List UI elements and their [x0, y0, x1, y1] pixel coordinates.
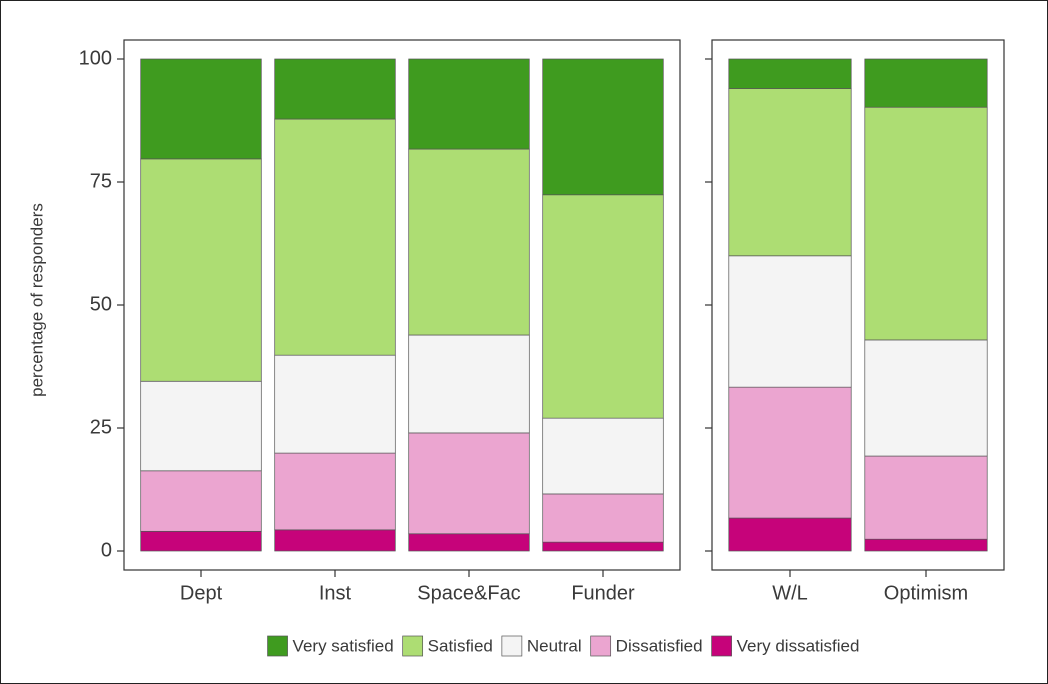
legend-label: Dissatisfied	[616, 636, 703, 655]
bar-segment	[140, 158, 262, 382]
bar-segment	[728, 386, 852, 519]
bar-segment	[274, 58, 396, 120]
x-tick-label: Space&Fac	[417, 582, 520, 604]
bar-segment	[542, 194, 664, 419]
bar-segment	[274, 452, 396, 531]
legend-label: Very dissatisfied	[737, 636, 860, 655]
bar-segment	[274, 354, 396, 454]
bar-segment	[864, 106, 988, 341]
bar-segment	[408, 148, 530, 336]
y-tick-label: 0	[101, 539, 112, 561]
legend-label: Satisfied	[428, 636, 493, 655]
bar-segment	[408, 432, 530, 535]
bar-segment	[542, 541, 664, 552]
bar-segment	[140, 470, 262, 532]
bar-segment	[864, 538, 988, 552]
x-tick-label: Optimism	[884, 582, 968, 604]
x-tick-label: Dept	[180, 582, 223, 604]
bar-segment	[542, 58, 664, 196]
x-tick-label: Inst	[319, 582, 352, 604]
y-tick-label: 100	[79, 47, 112, 69]
bar-segment	[274, 529, 396, 552]
x-tick-label: Funder	[571, 582, 635, 604]
bar-segment	[728, 255, 852, 388]
bar-segment	[864, 455, 988, 540]
bar-segment	[408, 334, 530, 434]
bar-segment	[728, 58, 852, 89]
y-tick-label: 75	[90, 170, 112, 192]
bar-segment	[140, 380, 262, 472]
bar-segment	[408, 533, 530, 552]
y-tick-label: 50	[90, 293, 112, 315]
y-tick-label: 25	[90, 416, 112, 438]
bar-segment	[728, 88, 852, 257]
legend-label: Neutral	[527, 636, 582, 655]
bar-segment	[542, 493, 664, 543]
bar-segment	[864, 339, 988, 457]
x-tick-label: W/L	[772, 582, 808, 604]
bar-segment	[140, 530, 262, 552]
bar-segment	[140, 58, 262, 160]
legend-swatch	[711, 635, 732, 657]
legend-swatch	[267, 635, 288, 657]
legend-label: Very satisfied	[293, 636, 394, 655]
bar-segment	[542, 417, 664, 495]
bar-segment	[728, 517, 852, 552]
legend-swatch	[501, 635, 523, 657]
bar-segment	[864, 58, 988, 108]
bar-segment	[408, 58, 530, 150]
y-axis-label: percentage of responders	[27, 203, 46, 397]
legend-swatch	[590, 635, 612, 657]
bar-segment	[274, 118, 396, 356]
legend-swatch	[402, 635, 424, 657]
